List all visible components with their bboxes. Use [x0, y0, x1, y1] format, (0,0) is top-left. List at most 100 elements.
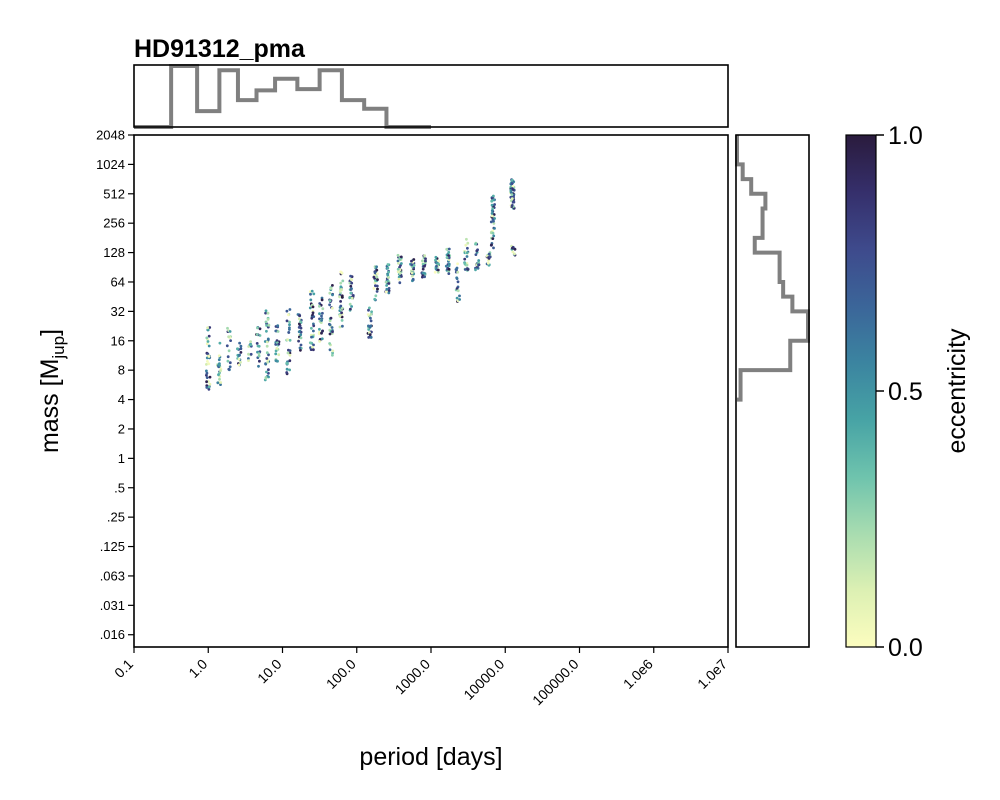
- scatter-point: [369, 316, 372, 320]
- scatter-point: [331, 293, 334, 297]
- scatter-point: [266, 338, 270, 342]
- scatter-point: [455, 296, 459, 300]
- scatter-point: [207, 385, 211, 389]
- scatter-point: [205, 386, 209, 389]
- scatter-point: [285, 371, 289, 374]
- scatter-point: [267, 323, 271, 327]
- scatter-point: [340, 315, 344, 319]
- scatter-point: [320, 298, 324, 302]
- y-tick-label: 2048: [96, 128, 125, 143]
- scatter-point: [288, 320, 291, 324]
- scatter-point: [320, 331, 323, 335]
- scatter-point: [410, 259, 413, 263]
- scatter-point: [489, 220, 493, 224]
- scatter-point: [490, 209, 494, 213]
- scatter-point: [207, 355, 211, 358]
- scatter-point: [331, 330, 334, 334]
- scatter-point: [455, 266, 459, 270]
- scatter-point: [492, 222, 496, 225]
- scatter-point: [236, 347, 239, 351]
- scatter-point: [299, 320, 302, 324]
- scatter-point: [288, 338, 292, 342]
- scatter-point: [219, 383, 222, 386]
- scatter-point: [376, 272, 379, 276]
- scatter-point: [369, 336, 373, 339]
- scatter-point: [490, 214, 494, 218]
- scatter-point: [456, 270, 460, 274]
- scatter-point: [463, 262, 467, 266]
- x-tick-label: 0.1: [111, 656, 136, 681]
- scatter-point: [490, 212, 494, 215]
- scatter-point: [341, 324, 344, 328]
- scatter-point: [312, 292, 316, 296]
- scatter-point: [368, 333, 372, 337]
- scatter-point: [206, 328, 210, 332]
- y-tick-label: 32: [111, 304, 125, 319]
- scatter-point: [349, 291, 353, 295]
- scatter-point: [208, 326, 212, 329]
- scatter-point: [309, 292, 312, 296]
- scatter-point: [434, 258, 437, 262]
- scatter-point: [399, 255, 403, 259]
- scatter-point: [238, 341, 242, 345]
- scatter-point: [264, 309, 268, 313]
- scatter-point: [219, 369, 222, 373]
- scatter-point: [339, 300, 342, 303]
- scatter-point: [328, 348, 332, 352]
- scatter-point: [410, 263, 414, 267]
- scatter-point: [318, 330, 321, 334]
- scatter-point: [297, 317, 301, 321]
- scatter-point: [436, 270, 440, 274]
- scatter-point: [258, 359, 261, 363]
- scatter-point: [387, 282, 391, 285]
- scatter-point: [249, 352, 253, 356]
- scatter-point: [376, 278, 379, 281]
- scatter-point: [340, 288, 343, 292]
- scatter-point: [247, 357, 250, 360]
- scatter-point: [465, 263, 469, 267]
- scatter-point: [205, 376, 209, 379]
- scatter-point: [257, 352, 261, 355]
- scatter-point: [312, 315, 316, 318]
- top-histogram-frame: [133, 64, 729, 128]
- scatter-point: [297, 330, 301, 334]
- scatter-point: [309, 298, 313, 302]
- scatter-point: [321, 311, 324, 315]
- scatter-point: [491, 231, 495, 235]
- scatter-point: [218, 377, 221, 381]
- scatter-point: [267, 353, 270, 357]
- scatter-point: [396, 270, 400, 274]
- scatter-point: [410, 271, 414, 275]
- scatter-point: [247, 359, 250, 362]
- scatter-point: [275, 347, 279, 350]
- scatter-point: [226, 355, 230, 359]
- scatter-point: [205, 342, 209, 346]
- top-histogram-line: [134, 64, 431, 129]
- scatter-point: [421, 275, 424, 279]
- scatter-point: [423, 275, 426, 279]
- scatter-point: [510, 204, 514, 208]
- scatter-point: [421, 267, 425, 271]
- scatter-point: [474, 242, 477, 246]
- scatter-point: [375, 290, 379, 293]
- scatter-point: [511, 250, 515, 254]
- x-tick-label: 100000.0: [529, 656, 582, 709]
- scatter-point: [372, 275, 376, 279]
- scatter-point: [510, 178, 514, 182]
- scatter-point: [339, 281, 343, 285]
- colorbar-tick-label: 1.0: [888, 122, 923, 150]
- scatter-point: [331, 349, 335, 353]
- colorbar-tick-label: 0.5: [888, 378, 923, 406]
- scatter-point: [227, 367, 231, 371]
- scatter-point: [205, 371, 209, 375]
- scatter-point: [329, 316, 333, 320]
- scatter-point: [265, 329, 268, 333]
- scatter-point: [239, 351, 243, 354]
- scatter-point: [396, 267, 400, 271]
- scatter-point: [265, 370, 268, 374]
- scatter-point: [239, 347, 243, 351]
- scatter-point: [477, 259, 481, 262]
- scatter-point: [464, 243, 468, 247]
- scatter-point: [493, 203, 496, 206]
- scatter-point: [370, 310, 373, 314]
